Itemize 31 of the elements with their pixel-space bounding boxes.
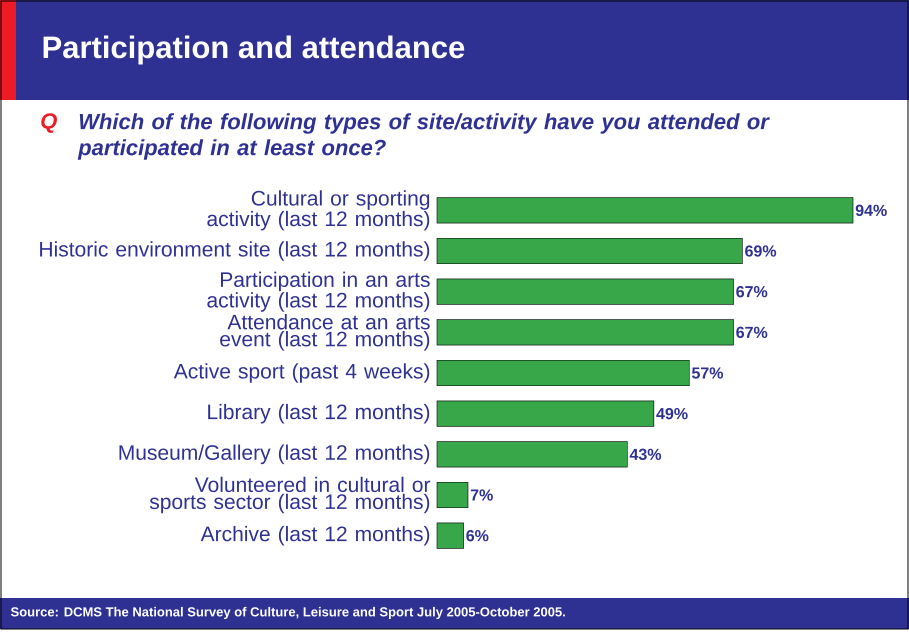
bar xyxy=(436,400,654,427)
data-label: 49% xyxy=(656,408,688,420)
y-tick-label: Cultural or sporting activity (last 12 months) xyxy=(207,190,430,230)
bar xyxy=(436,482,468,508)
y-tick-label: Library (last 12 months) xyxy=(208,404,430,424)
y-tick-label: Archive (last 12 months) xyxy=(200,526,430,546)
bar xyxy=(436,522,464,549)
data-label: 67% xyxy=(736,286,768,298)
data-label: 43% xyxy=(630,448,662,460)
bar xyxy=(436,238,743,264)
data-label: 94% xyxy=(856,204,887,216)
bar xyxy=(436,441,628,468)
y-tick-label: Attendance at an arts event (last 12 months) xyxy=(220,314,430,351)
chart-subtitle: Which of the following types of site/activity have you attended or participated in at least once? xyxy=(78,113,770,160)
bar xyxy=(436,197,854,224)
bar xyxy=(436,319,734,346)
data-label: 69% xyxy=(745,245,776,257)
y-tick-label: Historic environment site (last 12 months) xyxy=(40,241,430,261)
data-label: 67% xyxy=(736,326,768,338)
data-label: 7% xyxy=(470,489,493,501)
y-tick-label: Volunteered in cultural or sports sector (last 12 months) xyxy=(150,476,430,514)
y-tick-label: Participation in an arts activity (last 12 months) xyxy=(207,272,430,312)
data-label: 57% xyxy=(692,367,724,379)
source-note: Source: DCMS The National Survey of Culture, Leisure and Sport July 2005-October 2005. xyxy=(10,606,565,620)
data-label: 6% xyxy=(466,530,488,542)
chart-title: Participation and attendance xyxy=(44,36,464,64)
y-tick-label: Museum/Gallery (last 12 months) xyxy=(119,444,430,464)
bar xyxy=(436,278,734,305)
bar xyxy=(436,360,690,386)
y-tick-label: Active sport (past 4 weeks) xyxy=(174,363,430,383)
text: Q xyxy=(41,113,57,133)
